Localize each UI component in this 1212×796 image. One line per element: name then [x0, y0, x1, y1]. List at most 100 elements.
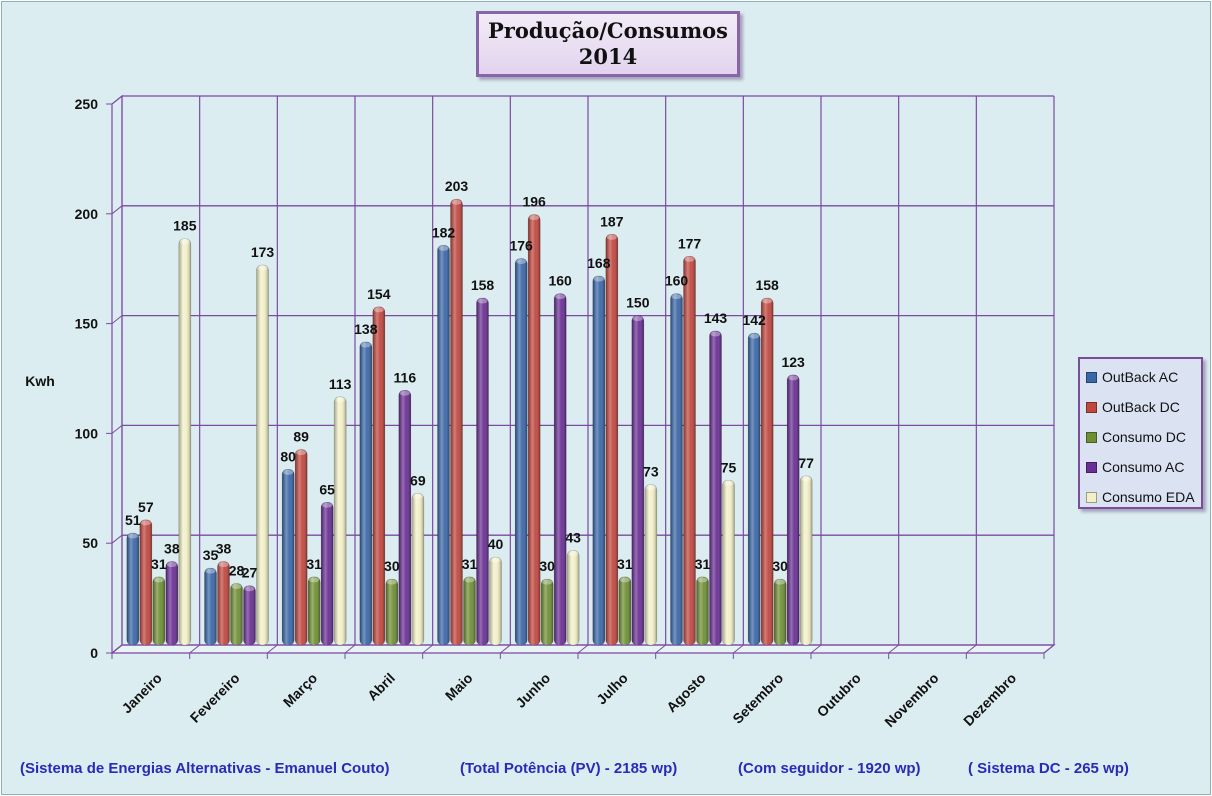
- data-label: 27: [242, 565, 258, 581]
- legend-swatch: [1086, 461, 1097, 473]
- x-gridline-depth: [1043, 644, 1055, 654]
- y-tick-label: 250: [75, 96, 99, 112]
- y-tick-label: 50: [82, 535, 98, 551]
- bar: [372, 306, 386, 646]
- bar: [243, 585, 256, 646]
- bar: [256, 264, 269, 646]
- bar: [553, 293, 567, 646]
- bar: [139, 519, 153, 646]
- y-gridline-depth: [111, 205, 123, 215]
- data-label: 31: [617, 556, 633, 572]
- data-label: 203: [445, 178, 469, 194]
- bar: [476, 297, 489, 646]
- legend-label: OutBack DC: [1102, 399, 1180, 415]
- y-tick-label: 100: [75, 425, 99, 441]
- bar: [631, 315, 645, 646]
- data-label: 31: [462, 556, 478, 572]
- data-label: 182: [432, 224, 456, 240]
- data-label: 30: [539, 558, 555, 574]
- x-tick-label: Janeiro: [118, 670, 165, 717]
- data-label: 31: [151, 556, 167, 572]
- bar: [566, 550, 580, 646]
- x-gridline-depth: [733, 644, 744, 654]
- x-tick-label: Março: [280, 670, 320, 710]
- data-label: 43: [565, 530, 581, 546]
- chart-title-box: Produção/Consumos 2014: [476, 11, 740, 77]
- data-label: 158: [755, 277, 779, 293]
- x-tick-label: Fevereiro: [187, 670, 243, 726]
- x-tick-label: Novembro: [881, 670, 941, 730]
- y-tick-label: 0: [90, 645, 98, 661]
- plot-left-wall: [111, 94, 123, 655]
- bar: [281, 469, 295, 646]
- y-axis-title: Kwh: [25, 373, 55, 389]
- data-label: 28: [229, 563, 245, 579]
- data-label: 77: [798, 455, 814, 471]
- bar: [450, 198, 463, 646]
- chart-legend: OutBack AC OutBack DC Consumo DC Consumo AC…: [1078, 357, 1203, 509]
- x-gridline-depth: [111, 644, 123, 654]
- data-label: 38: [164, 541, 180, 557]
- data-label: 168: [587, 255, 611, 271]
- bar: [359, 341, 373, 646]
- data-label: 75: [721, 459, 737, 475]
- bar: [411, 493, 425, 646]
- bar: [605, 234, 619, 646]
- x-tick-label: Junho: [512, 670, 553, 711]
- bar: [773, 578, 787, 646]
- data-label: 35: [203, 547, 219, 563]
- data-label: 173: [251, 244, 275, 260]
- data-label: 176: [509, 238, 533, 254]
- x-tick-label: Julho: [593, 670, 631, 708]
- footer-tracker-note: (Com seguidor - 1920 wp): [738, 760, 921, 777]
- bar: [786, 374, 800, 646]
- legend-label: Consumo DC: [1102, 429, 1187, 445]
- legend-item: OutBack AC: [1086, 362, 1201, 392]
- bar: [126, 532, 140, 646]
- bar: [592, 275, 606, 646]
- x-gridline-depth: [888, 644, 899, 654]
- data-label: 160: [548, 273, 572, 289]
- bar: [152, 576, 166, 646]
- data-label: 160: [665, 273, 689, 289]
- bar: [527, 214, 541, 646]
- bar: [398, 389, 412, 646]
- bar: [463, 576, 476, 646]
- legend-swatch: [1086, 431, 1097, 443]
- bar: [217, 561, 230, 646]
- legend-item: Consumo DC: [1086, 422, 1201, 452]
- bar: [385, 578, 399, 646]
- bar: [437, 245, 450, 646]
- y-gridline-depth: [111, 534, 123, 544]
- data-label: 154: [367, 286, 391, 302]
- x-tick-label: Maio: [442, 670, 476, 704]
- x-gridline-depth: [577, 644, 589, 654]
- data-label: 31: [306, 556, 322, 572]
- footer-total-power-note: (Total Potência (PV) - 2185 wp): [460, 760, 678, 777]
- data-label: 116: [394, 369, 417, 385]
- bar: [320, 501, 334, 646]
- data-label: 89: [293, 429, 309, 445]
- data-label: 73: [643, 464, 659, 480]
- bar: [489, 556, 502, 646]
- x-tick-label: Dezembro: [960, 670, 1019, 729]
- bar: [540, 578, 554, 646]
- data-label: 57: [138, 499, 154, 515]
- legend-label: Consumo EDA: [1102, 489, 1195, 505]
- bar: [230, 583, 243, 646]
- data-label: 80: [280, 448, 296, 464]
- x-gridline-depth: [189, 644, 200, 654]
- data-label: 40: [488, 536, 504, 552]
- x-gridline-depth: [655, 644, 666, 654]
- x-gridline-depth: [500, 644, 511, 654]
- x-gridline-depth: [422, 644, 433, 654]
- footer-system-note: (Sistema de Energias Alternativas - Eman…: [20, 760, 390, 777]
- data-label: 158: [471, 277, 495, 293]
- bar: [307, 576, 321, 646]
- y-gridline-depth: [111, 95, 123, 105]
- legend-label: OutBack AC: [1102, 369, 1179, 385]
- bar: [799, 475, 813, 646]
- x-gridline-depth: [344, 644, 356, 654]
